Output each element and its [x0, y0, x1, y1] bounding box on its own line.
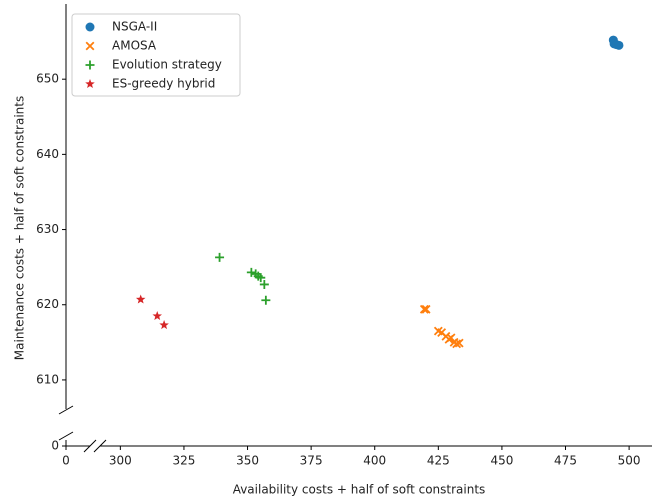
data-point	[421, 304, 431, 314]
y-tick-label: 640	[36, 147, 59, 161]
y-tick-label: 610	[36, 372, 59, 386]
legend-marker	[85, 41, 95, 51]
legend-marker	[85, 22, 95, 32]
data-point	[152, 311, 162, 321]
x-tick-label: 0	[62, 454, 70, 468]
x-tick-label: 400	[363, 454, 386, 468]
data-point	[246, 267, 256, 277]
x-tick-label: 450	[490, 454, 513, 468]
x-tick-label: 300	[109, 454, 132, 468]
data-point	[452, 339, 462, 349]
x-tick-label: 375	[300, 454, 323, 468]
x-axis-label: Availability costs + half of soft constr…	[233, 483, 486, 497]
x-tick-label: 425	[427, 454, 450, 468]
legend-label: ES-greedy hybrid	[112, 77, 215, 91]
y-tick-label: 0	[51, 439, 59, 453]
y-tick-label: 650	[36, 72, 59, 86]
legend-label: NSGA-II	[112, 20, 157, 34]
axis-break	[58, 405, 107, 453]
data-point	[215, 252, 225, 262]
x-tick-label: 475	[554, 454, 577, 468]
data-point	[614, 40, 624, 50]
data-point	[256, 273, 266, 283]
y-tick-label: 620	[36, 297, 59, 311]
data-point	[261, 295, 271, 305]
y-axis-label: Maintenance costs + half of soft constra…	[13, 96, 27, 360]
legend-marker	[85, 79, 95, 89]
legend-label: Evolution strategy	[112, 58, 222, 72]
data-point	[159, 320, 169, 330]
legend-box	[71, 13, 241, 97]
data-point	[259, 279, 269, 289]
legend-marker	[85, 60, 95, 70]
x-tick-label: 350	[236, 454, 259, 468]
data-point	[135, 294, 146, 304]
y-tick-label: 630	[36, 222, 59, 236]
legend-label: AMOSA	[112, 39, 157, 53]
x-tick-label: 500	[618, 454, 641, 468]
x-tick-label: 325	[172, 454, 195, 468]
data-point	[419, 304, 429, 314]
data-point	[454, 338, 464, 348]
